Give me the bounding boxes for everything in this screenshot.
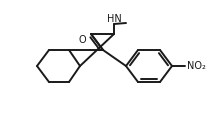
Text: NO₂: NO₂: [187, 61, 206, 71]
Text: O: O: [78, 35, 86, 45]
Text: HN: HN: [107, 14, 121, 24]
